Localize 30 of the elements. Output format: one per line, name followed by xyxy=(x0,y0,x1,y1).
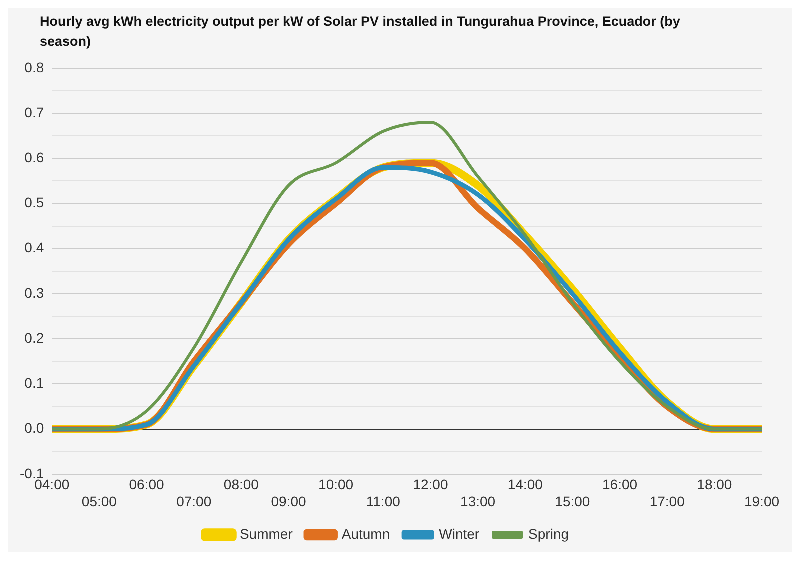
x-tick-label: 09:00 xyxy=(271,493,306,510)
legend-label: Summer xyxy=(240,526,294,542)
legend-label: Spring xyxy=(528,526,570,542)
y-tick-label: -0.1 xyxy=(20,465,44,482)
x-tick-label: 07:00 xyxy=(176,493,212,510)
y-tick-label: 0.4 xyxy=(24,240,44,256)
x-tick-label: 11:00 xyxy=(366,493,401,510)
chart-title: Hourly avg kWh electricity output per kW of Solar PV installed in Tungurahua Province, Ecuador (by season) xyxy=(39,13,682,51)
y-tick-label: 0.7 xyxy=(24,104,44,120)
x-tick-label: 17:00 xyxy=(650,493,686,510)
x-tick-label: 06:00 xyxy=(129,476,164,493)
x-tick-label: 18:00 xyxy=(697,476,732,493)
y-tick-label: 0.2 xyxy=(24,330,44,346)
x-tick-label: 13:00 xyxy=(460,493,496,510)
x-tick-label: 08:00 xyxy=(224,476,260,493)
x-tick-label: 12:00 xyxy=(413,476,448,493)
y-tick-label: 0.1 xyxy=(24,375,44,392)
y-tick-label: 0.8 xyxy=(24,59,44,76)
y-tick-label: 0.6 xyxy=(24,149,44,166)
x-tick-label: 19:00 xyxy=(744,493,780,510)
x-tick-label: 14:00 xyxy=(508,476,544,493)
x-tick-label: 15:00 xyxy=(555,493,590,510)
x-tick-label: 10:00 xyxy=(318,476,354,493)
y-tick-label: 0.3 xyxy=(24,284,44,301)
x-tick-label: 05:00 xyxy=(82,493,118,510)
y-tick-label: 0.0 xyxy=(24,420,44,436)
legend-label: Winter xyxy=(439,526,480,542)
x-tick-label: 16:00 xyxy=(602,476,638,493)
y-tick-label: 0.5 xyxy=(24,194,44,211)
legend-label: Autumn xyxy=(342,526,390,542)
